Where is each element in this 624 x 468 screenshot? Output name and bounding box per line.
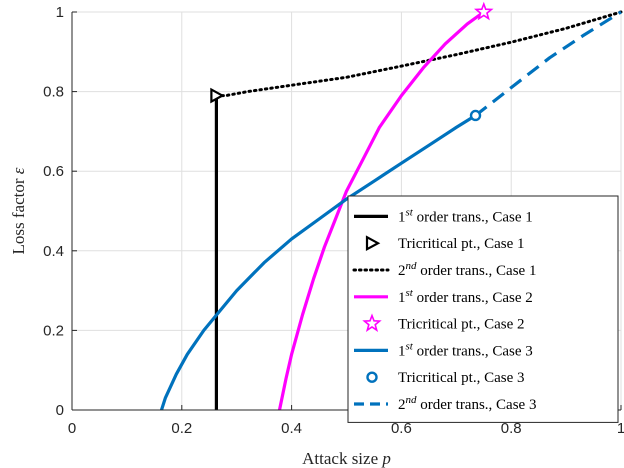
y-tick-label-1: 0.2 xyxy=(43,322,64,339)
y-tick-label-3: 0.6 xyxy=(43,163,64,180)
series-line-2 xyxy=(277,10,485,411)
series-layer xyxy=(159,1,623,411)
legend-swatch-4 xyxy=(362,313,382,332)
y-tick-label-4: 0.8 xyxy=(43,84,64,101)
y-axis-label: Loss factor ε xyxy=(9,167,28,254)
y-tick-label-2: 0.4 xyxy=(43,243,64,260)
x-tick-label-3: 0.6 xyxy=(391,420,412,437)
legend-label-7: 2nd order trans., Case 3 xyxy=(398,394,536,413)
ticks: 0 0.2 0.4 0.6 0.8 1 0 0.2 0.4 0.6 0.8 1 xyxy=(43,4,624,437)
x-tick-label-2: 0.4 xyxy=(281,420,302,437)
legend-label-2: 2nd order trans., Case 1 xyxy=(398,260,536,279)
series-line-1 xyxy=(214,10,623,98)
series-marker-1-0 xyxy=(473,1,494,21)
legend-swatch-1 xyxy=(365,235,381,252)
x-tick-label-1: 0.2 xyxy=(171,420,192,437)
legend[interactable]: 1st order trans., Case 1 Tricritical pt.,… xyxy=(347,195,619,423)
legend-label-3: 1st order trans., Case 2 xyxy=(398,287,533,306)
legend-label-5: 1st order trans., Case 3 xyxy=(398,340,533,359)
series-line-4 xyxy=(474,10,622,117)
y-tick-label-5: 1 xyxy=(56,4,64,21)
x-tick-label-0: 0 xyxy=(68,420,76,437)
x-tick-label-4: 0.8 xyxy=(501,420,522,437)
legend-label-1: Tricritical pt., Case 1 xyxy=(398,236,525,252)
legend-label-0: 1st order trans., Case 1 xyxy=(398,206,533,225)
series-line-3 xyxy=(159,114,477,411)
y-tick-label-0: 0 xyxy=(56,402,64,419)
x-tick-label-5: 1 xyxy=(617,420,624,437)
x-axis-label: Attack size p xyxy=(302,449,391,468)
legend-box xyxy=(347,195,619,423)
legend-label-4: Tricritical pt., Case 2 xyxy=(398,317,525,333)
legend-label-6: Tricritical pt., Case 3 xyxy=(398,370,525,386)
legend-swatch-6 xyxy=(366,371,378,383)
series-marker-0-0 xyxy=(210,87,225,104)
series-marker-2-0 xyxy=(469,109,482,122)
